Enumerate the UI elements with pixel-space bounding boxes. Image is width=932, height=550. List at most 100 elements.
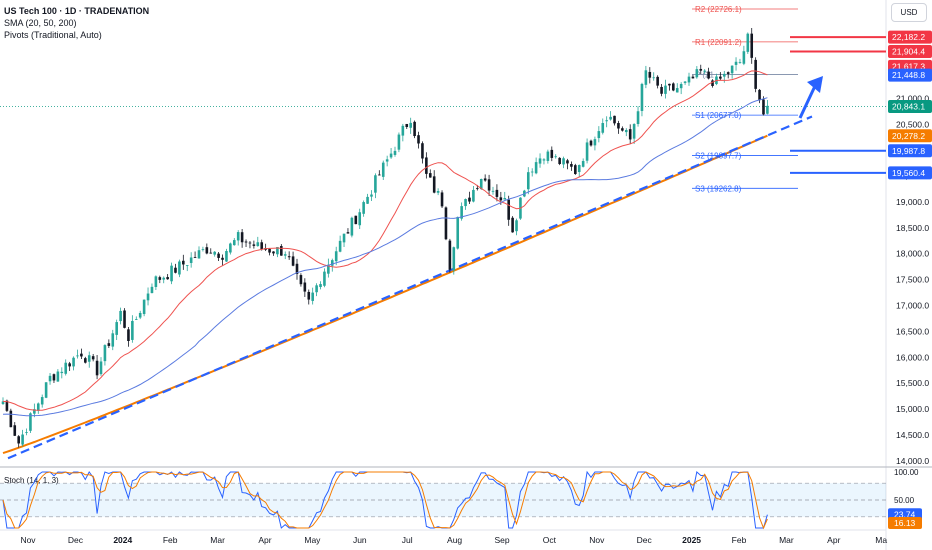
candle xyxy=(213,251,216,255)
candle xyxy=(483,178,487,181)
candle xyxy=(621,128,624,131)
candle xyxy=(150,286,154,294)
price-badge-label: 21,448.8 xyxy=(892,70,925,80)
candle xyxy=(574,165,577,174)
candle xyxy=(436,191,440,193)
candle xyxy=(444,207,448,240)
candle xyxy=(158,277,162,280)
candle xyxy=(142,299,146,315)
candle xyxy=(236,232,240,241)
candle xyxy=(260,242,264,250)
candle xyxy=(440,192,444,207)
candle xyxy=(472,189,475,202)
candle xyxy=(762,99,765,115)
pivot-label: R1 (22091.2) xyxy=(695,38,742,47)
candle xyxy=(538,158,542,164)
candle xyxy=(476,188,479,190)
stoch-legend[interactable]: Stoch (14, 1, 3) xyxy=(4,476,59,485)
x-tick-label: Feb xyxy=(732,535,747,545)
candle xyxy=(240,232,244,243)
sma-200-line xyxy=(2,134,768,455)
candle xyxy=(178,261,181,275)
candle xyxy=(229,243,232,253)
candle xyxy=(546,151,550,161)
price-badge-label: 20,843.1 xyxy=(892,102,925,112)
currency-button[interactable]: USD xyxy=(891,3,927,22)
candle xyxy=(597,131,601,139)
pivot-label: S3 (19262.8) xyxy=(695,184,742,193)
candle xyxy=(311,292,314,301)
x-tick-label: Sep xyxy=(494,535,509,545)
candle xyxy=(428,173,432,178)
candle xyxy=(307,291,311,300)
x-tick-label: Mar xyxy=(210,535,225,545)
candle xyxy=(48,375,52,382)
y-tick-label: 21,000.0 xyxy=(896,93,929,103)
y-tick-label: 14,000.0 xyxy=(896,456,929,466)
candle xyxy=(221,257,224,260)
pivot-label: S2 (19897.7) xyxy=(695,151,742,160)
candle xyxy=(695,69,699,78)
pivots-legend[interactable]: Pivots (Traditional, Auto) xyxy=(4,30,102,40)
candle xyxy=(327,264,330,274)
pivot-label: S1 (20677.0) xyxy=(695,111,742,120)
x-tick-label: May xyxy=(304,535,321,545)
candle xyxy=(56,371,60,382)
candle xyxy=(115,322,118,335)
candle xyxy=(526,172,530,190)
price-badge-label: 19,560.4 xyxy=(892,168,925,178)
candle xyxy=(507,199,510,220)
candle xyxy=(209,252,213,254)
candle xyxy=(432,176,436,193)
sma-legend[interactable]: SMA (20, 50, 200) xyxy=(4,18,77,28)
y-tick-label: 16,500.0 xyxy=(896,326,929,336)
candle xyxy=(358,212,362,226)
candle xyxy=(162,277,166,280)
candle xyxy=(232,240,236,246)
price-badge xyxy=(888,129,932,143)
candle xyxy=(672,83,675,91)
price-badge xyxy=(888,30,932,44)
price-badge xyxy=(888,45,932,59)
candle xyxy=(726,72,730,74)
candle xyxy=(385,159,389,162)
candle xyxy=(217,253,220,258)
candle xyxy=(389,153,393,158)
candle xyxy=(636,111,640,125)
x-tick-label: Oct xyxy=(543,535,557,545)
candle xyxy=(303,282,307,292)
candle xyxy=(123,310,126,328)
candle xyxy=(562,158,565,165)
candle xyxy=(648,71,652,78)
candle xyxy=(675,88,679,93)
candle xyxy=(601,123,605,133)
candle xyxy=(99,361,103,375)
x-tick-label: Dec xyxy=(68,535,84,545)
candle xyxy=(570,164,573,167)
candle xyxy=(401,125,405,136)
y-tick-label: 17,500.0 xyxy=(896,275,929,285)
y-tick-label: 18,000.0 xyxy=(896,249,929,259)
candle xyxy=(225,251,228,262)
candle xyxy=(640,83,644,111)
x-tick-label: 2025 xyxy=(682,535,701,545)
candle xyxy=(276,246,279,255)
candle xyxy=(154,276,158,288)
x-tick-label: Feb xyxy=(163,535,178,545)
candle xyxy=(456,216,460,249)
candle xyxy=(417,135,420,144)
candle xyxy=(750,33,754,58)
candle xyxy=(679,83,683,89)
candle xyxy=(131,320,134,340)
candle xyxy=(119,310,122,322)
stoch-k-badge-label: 23.74 xyxy=(894,510,916,520)
candle xyxy=(370,194,373,197)
candle xyxy=(52,374,56,381)
x-tick-label: Apr xyxy=(258,535,271,545)
candle xyxy=(87,355,91,362)
candle xyxy=(534,162,538,174)
support-trendline xyxy=(7,115,813,460)
candle xyxy=(268,248,271,253)
candle xyxy=(393,150,397,155)
